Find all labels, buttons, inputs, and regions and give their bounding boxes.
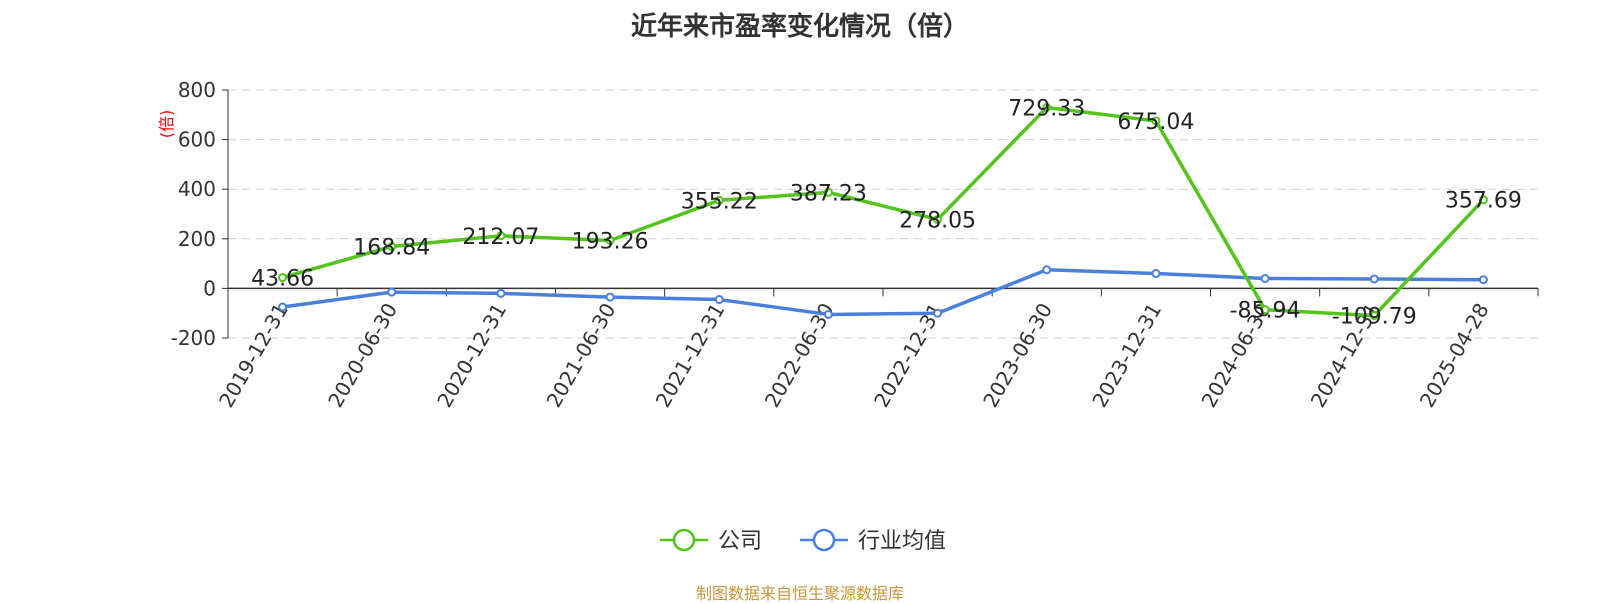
data-label: 387.23 bbox=[790, 181, 867, 206]
data-label: -109.79 bbox=[1332, 305, 1417, 330]
data-point-industry bbox=[933, 308, 943, 318]
data-label: 43.66 bbox=[251, 267, 314, 292]
data-label: 193.26 bbox=[572, 229, 649, 254]
data-point-company bbox=[1042, 103, 1052, 113]
data-point-company bbox=[823, 187, 833, 197]
series-layer bbox=[278, 103, 1488, 321]
y-tick-label: 400 bbox=[178, 177, 216, 201]
x-tick-label: 2023-06-30 bbox=[978, 299, 1057, 412]
data-point-company bbox=[1260, 305, 1270, 315]
y-tick-label: 0 bbox=[203, 276, 216, 300]
data-label: 355.22 bbox=[681, 189, 758, 214]
data-point-industry bbox=[605, 292, 615, 302]
data-label: -85.94 bbox=[1230, 299, 1301, 324]
y-tick-label: -200 bbox=[171, 326, 216, 350]
data-point-company bbox=[1478, 195, 1488, 205]
series-line-company bbox=[282, 105, 1485, 318]
label-layer: 43.66 168.84 212.07 193.26 355.22 387.23 278.0… bbox=[251, 97, 1522, 330]
data-point-company bbox=[1151, 116, 1161, 126]
x-tick-label: 2019-12-31 bbox=[214, 299, 293, 412]
data-label: 278.05 bbox=[899, 208, 976, 233]
data-point-company bbox=[933, 214, 943, 224]
y-tick-label: 800 bbox=[178, 78, 216, 102]
data-source-note: 制图数据来自恒生聚源数据库 bbox=[695, 584, 904, 603]
data-label: 729.33 bbox=[1008, 97, 1085, 122]
chart-title: 近年来市盈率变化情况（倍） bbox=[630, 12, 969, 42]
x-tick-label: 2021-06-30 bbox=[542, 299, 621, 412]
data-label: 675.04 bbox=[1117, 110, 1194, 135]
data-point-industry bbox=[1369, 274, 1379, 284]
x-tick-label: 2021-12-31 bbox=[651, 299, 730, 412]
data-point-industry bbox=[278, 302, 288, 312]
legend-layer: 公司 行业均值 bbox=[660, 528, 946, 554]
data-point-company bbox=[714, 195, 724, 205]
data-point-industry bbox=[1151, 269, 1161, 279]
data-label: 357.69 bbox=[1445, 189, 1522, 214]
data-point-industry bbox=[1260, 273, 1270, 283]
y-tick-label: 600 bbox=[178, 128, 216, 152]
data-point-industry bbox=[714, 295, 724, 305]
y-axis-label: (倍) bbox=[157, 110, 176, 139]
x-tick-label: 2020-12-31 bbox=[432, 299, 511, 412]
data-label: 212.07 bbox=[462, 225, 539, 250]
data-label: 168.84 bbox=[353, 236, 430, 261]
x-tick-label: 2023-12-31 bbox=[1087, 299, 1166, 412]
data-point-company bbox=[278, 273, 288, 283]
legend-item-industry: 行业均值 bbox=[800, 528, 946, 554]
legend-item-company: 公司 bbox=[660, 528, 762, 554]
series-line-industry bbox=[282, 268, 1484, 317]
legend-label: 公司 bbox=[718, 529, 762, 554]
grid-layer bbox=[228, 89, 1538, 339]
data-point-company bbox=[605, 235, 615, 245]
data-point-industry bbox=[823, 309, 833, 319]
x-tick-label: 2025-04-28 bbox=[1415, 299, 1494, 412]
data-point-industry bbox=[1042, 265, 1052, 275]
data-point-industry bbox=[1478, 275, 1488, 285]
data-point-company bbox=[496, 231, 506, 241]
legend-marker bbox=[672, 528, 696, 552]
x-tick-label: 2020-06-30 bbox=[323, 299, 402, 412]
y-tick-label: 200 bbox=[178, 227, 216, 251]
data-point-industry bbox=[387, 287, 397, 297]
legend-label: 行业均值 bbox=[858, 529, 946, 554]
data-point-company bbox=[1369, 311, 1379, 321]
legend-marker bbox=[812, 528, 836, 552]
data-point-company bbox=[387, 242, 397, 252]
data-point-industry bbox=[496, 288, 506, 298]
